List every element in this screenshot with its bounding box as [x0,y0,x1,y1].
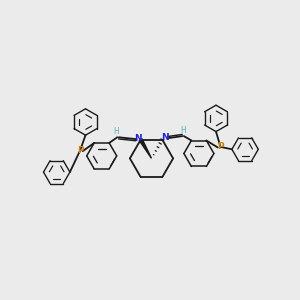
Text: N: N [134,134,142,143]
Text: P: P [77,146,83,155]
Text: N: N [161,133,169,142]
Text: P: P [217,142,224,152]
Text: H: H [180,126,186,135]
Polygon shape [139,139,152,158]
Text: H: H [113,128,119,136]
